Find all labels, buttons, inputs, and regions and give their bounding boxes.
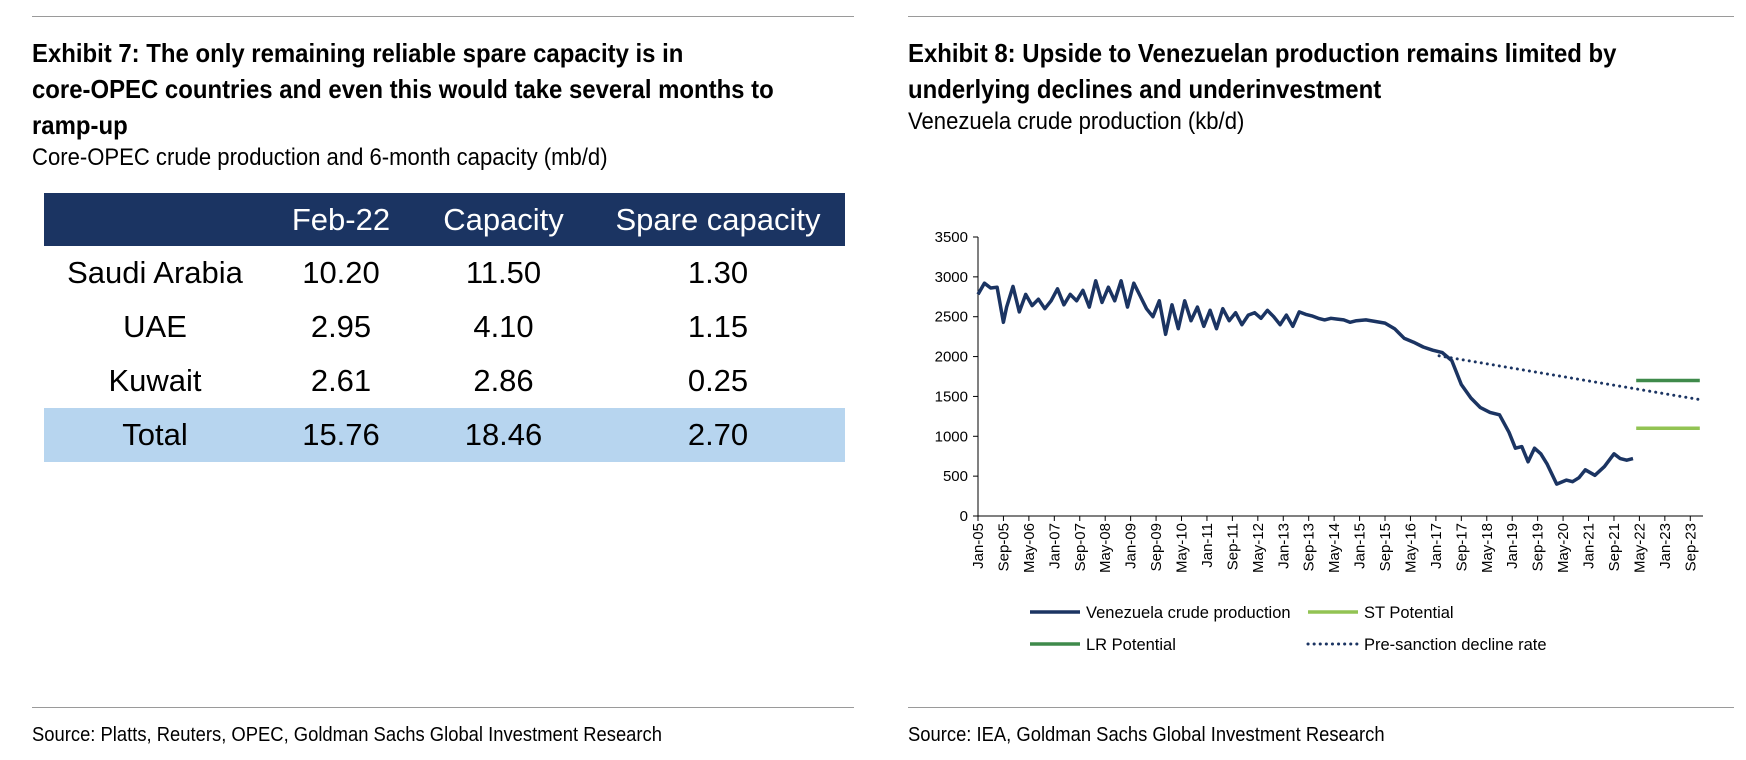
table-header-cell: Feb-22 — [266, 193, 416, 246]
x-tick-label: May-12 — [1250, 523, 1267, 573]
x-tick-label: Jan-17 — [1428, 523, 1445, 569]
exhibit-7-panel: Exhibit 7: The only remaining reliable s… — [32, 0, 854, 760]
x-tick-label: May-16 — [1402, 523, 1419, 573]
table-cell: 18.46 — [416, 408, 591, 462]
x-tick-label: Jan-05 — [970, 523, 987, 569]
table-cell: 15.76 — [266, 408, 416, 462]
top-divider — [908, 16, 1734, 17]
x-tick-label: May-20 — [1555, 523, 1572, 573]
exhibit-8-title-line-1: Exhibit 8: Upside to Venezuelan producti… — [908, 38, 1617, 68]
bottom-divider — [32, 707, 854, 708]
top-divider — [32, 16, 854, 17]
x-tick-label: Sep-11 — [1224, 523, 1241, 570]
table-cell: 2.70 — [591, 408, 845, 462]
x-tick-label: Sep-05 — [995, 523, 1012, 571]
x-tick-label: Sep-13 — [1301, 523, 1318, 571]
x-tick-label: Sep-21 — [1606, 523, 1623, 571]
legend-label-st-potential: ST Potential — [1364, 604, 1454, 622]
table-cell: 0.25 — [687, 363, 749, 398]
table-cell: 4.10 — [473, 309, 534, 344]
x-tick-label: Jan-09 — [1123, 523, 1140, 569]
exhibit-8-title: Exhibit 8: Upside to Venezuelan producti… — [908, 35, 1644, 107]
y-tick-label: 0 — [960, 508, 968, 525]
x-tick-label: Sep-09 — [1148, 523, 1165, 571]
x-tick-label: May-18 — [1479, 523, 1496, 573]
venezuela-production-chart: 0 500 1000 1500 2000 2500 3000 3500 Jan-05 Sep-05… — [935, 229, 1703, 654]
table-cell: 1.15 — [687, 309, 749, 344]
table-row: UAE 2.95 4.10 1.15 — [44, 300, 845, 354]
table-cell: Kuwait — [108, 363, 202, 398]
x-tick-label: Sep-19 — [1530, 523, 1547, 571]
x-tick-label: Jan-11 — [1199, 523, 1216, 568]
table-cell: 10.20 — [302, 255, 380, 290]
x-tick-label: Jan-23 — [1657, 523, 1674, 569]
x-tick-label: Sep-23 — [1682, 523, 1699, 571]
x-tick-label: Jan-15 — [1352, 523, 1369, 569]
y-tick-label: 2500 — [935, 309, 968, 326]
exhibit-7-title: Exhibit 7: The only remaining reliable s… — [32, 35, 774, 143]
x-tick-label: Jan-13 — [1275, 523, 1292, 569]
exhibit-8-source: Source: IEA, Goldman Sachs Global Invest… — [908, 724, 1385, 746]
y-tick-label: 2000 — [935, 349, 968, 366]
table-header-row: Feb-22 Capacity Spare capacity — [44, 193, 845, 246]
table-cell: 1.30 — [687, 255, 749, 290]
exhibit-7-title-line-3: ramp-up — [32, 110, 128, 140]
table-cell: 11.50 — [465, 255, 542, 290]
table-row: Kuwait 2.61 2.86 0.25 — [44, 354, 845, 408]
table-cell: UAE — [123, 309, 187, 344]
table-row: Saudi Arabia 10.20 11.50 1.30 — [44, 246, 845, 300]
x-tick-label: Jan-21 — [1581, 523, 1598, 569]
table-total-row: Total 15.76 18.46 2.70 — [44, 408, 845, 462]
exhibit-7-source: Source: Platts, Reuters, OPEC, Goldman S… — [32, 724, 662, 746]
exhibit-7-title-line-1: Exhibit 7: The only remaining reliable s… — [32, 38, 684, 68]
x-tick-label: Jan-07 — [1046, 523, 1063, 569]
y-tick-label: 3000 — [935, 269, 968, 286]
y-tick-label: 3500 — [935, 229, 968, 246]
x-tick-label: Jan-19 — [1504, 523, 1521, 569]
x-tick-label: Sep-17 — [1453, 523, 1470, 571]
table-cell: 2.61 — [310, 363, 372, 398]
table-header-cell — [44, 193, 266, 246]
x-tick-label: Sep-15 — [1377, 523, 1394, 571]
table-cell: 2.95 — [310, 309, 372, 344]
x-tick-label: May-08 — [1097, 523, 1114, 573]
exhibit-7-title-line-2: core-OPEC countries and even this would … — [32, 74, 774, 104]
table-header-cell: Capacity — [416, 193, 591, 246]
x-tick-label: May-06 — [1021, 523, 1038, 573]
x-tick-label: May-14 — [1326, 523, 1343, 573]
x-tick-label: May-10 — [1174, 523, 1191, 573]
x-tick-label: Sep-07 — [1072, 523, 1089, 571]
exhibit-8-title-line-2: underlying declines and underinvestment — [908, 74, 1382, 104]
exhibit-7-subtitle: Core-OPEC crude production and 6-month c… — [32, 144, 608, 171]
production-line — [976, 279, 1634, 486]
bottom-divider — [908, 707, 1734, 708]
y-tick-label: 1500 — [935, 388, 968, 405]
legend-label-pre-sanction: Pre-sanction decline rate — [1364, 636, 1547, 654]
table-cell: Saudi Arabia — [67, 255, 243, 290]
table-cell: 2.86 — [473, 363, 534, 398]
table-header-cell: Spare capacity — [591, 193, 845, 246]
y-tick-label: 500 — [943, 468, 968, 485]
legend-label-lr-potential: LR Potential — [1086, 636, 1176, 654]
exhibit-8-subtitle: Venezuela crude production (kb/d) — [908, 108, 1245, 135]
capacity-table: Feb-22 Capacity Spare capacity Saudi Ara… — [44, 193, 845, 462]
pre-sanction-decline-line — [1437, 354, 1702, 402]
y-tick-label: 1000 — [935, 428, 968, 445]
legend-label-production: Venezuela crude production — [1086, 604, 1291, 622]
table-cell: Total — [44, 408, 266, 462]
exhibit-8-panel: Exhibit 8: Upside to Venezuelan producti… — [908, 0, 1734, 760]
x-tick-label: May-22 — [1631, 523, 1648, 573]
